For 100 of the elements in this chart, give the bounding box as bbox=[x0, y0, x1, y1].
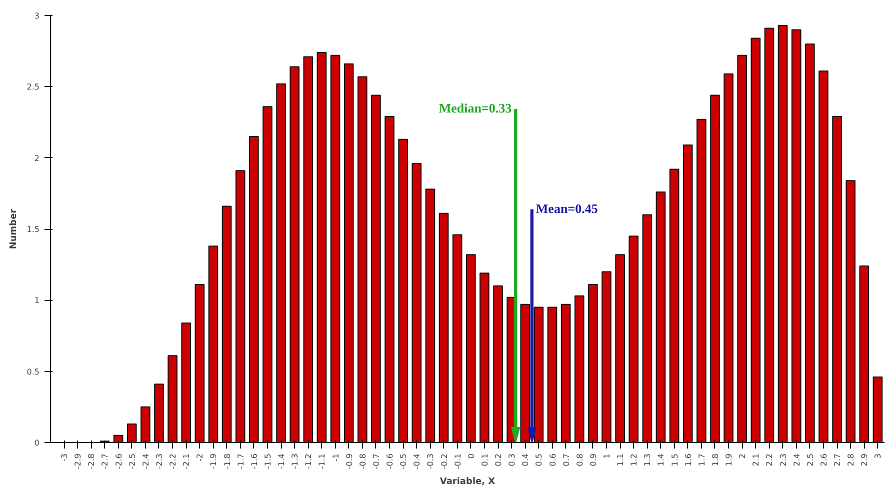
x-tick-label: -2.5 bbox=[128, 454, 137, 470]
x-tick-label: 2.2 bbox=[765, 453, 774, 466]
bar bbox=[249, 136, 259, 442]
x-tick-label: -0.6 bbox=[386, 454, 395, 470]
bar bbox=[493, 285, 503, 442]
bar bbox=[344, 63, 354, 442]
bar bbox=[737, 54, 748, 442]
bar bbox=[371, 94, 381, 442]
bar bbox=[466, 254, 476, 442]
bar bbox=[398, 138, 408, 442]
x-tick-label: 0.5 bbox=[534, 453, 544, 466]
x-tick-label: 1.6 bbox=[684, 453, 693, 466]
x-tick-label: 0.7 bbox=[562, 453, 571, 466]
x-tick-label: -1 bbox=[331, 453, 340, 462]
y-tick-label: 2.5 bbox=[26, 82, 40, 92]
x-tick-label: 1 bbox=[602, 453, 612, 459]
bar bbox=[384, 116, 394, 442]
x-tick-label: 1.9 bbox=[724, 453, 734, 466]
x-tick-label: -2.6 bbox=[114, 454, 124, 470]
x-tick-label: -0.3 bbox=[426, 454, 436, 470]
bar bbox=[316, 52, 327, 442]
bar bbox=[872, 376, 883, 442]
y-tick-label: 0.5 bbox=[26, 367, 40, 376]
bar bbox=[656, 191, 666, 442]
y-tick-label: 0 bbox=[34, 438, 40, 448]
bar bbox=[290, 66, 300, 442]
y-tick-label: 1 bbox=[34, 296, 40, 306]
bar bbox=[412, 163, 422, 442]
bar bbox=[534, 306, 544, 442]
x-tick-label: 2.3 bbox=[778, 453, 788, 466]
x-tick-label: -1.2 bbox=[304, 454, 314, 470]
bar bbox=[724, 73, 734, 442]
ref-line-label: Mean=0.45 bbox=[536, 200, 598, 216]
bar bbox=[642, 214, 652, 442]
x-tick-label: -0.8 bbox=[358, 454, 368, 470]
x-tick-label: -1.3 bbox=[290, 454, 300, 470]
x-tick-label: -2.9 bbox=[74, 454, 83, 470]
x-tick-label: 2.4 bbox=[792, 453, 802, 466]
x-tick-label: -1.5 bbox=[263, 454, 272, 470]
bar bbox=[168, 355, 178, 442]
bar bbox=[547, 306, 558, 442]
bar bbox=[832, 116, 842, 442]
x-tick-label: -2.3 bbox=[154, 454, 164, 470]
bar bbox=[846, 180, 856, 442]
x-tick-label: 2.6 bbox=[819, 453, 828, 466]
x-tick-label: -2.1 bbox=[182, 454, 192, 470]
x-tick-label: -0.9 bbox=[344, 454, 354, 470]
x-tick-label: 2 bbox=[738, 453, 748, 459]
x-tick-label: -3 bbox=[60, 453, 70, 462]
x-tick-label: 0.6 bbox=[548, 453, 558, 466]
bar bbox=[126, 423, 137, 442]
x-tick-label: -0.7 bbox=[372, 454, 381, 470]
bar bbox=[480, 272, 490, 442]
x-axis-title: Variable, X bbox=[440, 477, 496, 488]
x-tick-label: 0.3 bbox=[508, 453, 517, 466]
x-tick-label: -1.4 bbox=[277, 454, 286, 470]
x-tick-label: 2.9 bbox=[860, 453, 870, 466]
x-tick-label: 0.1 bbox=[480, 453, 490, 466]
bar bbox=[710, 94, 720, 442]
y-tick-label: 2 bbox=[34, 154, 40, 163]
x-tick-label: 2.1 bbox=[752, 453, 761, 466]
x-tick-label: -2.4 bbox=[141, 454, 150, 470]
bar bbox=[859, 266, 870, 442]
x-tick-label: -0.5 bbox=[399, 454, 408, 470]
x-tick-label: 0.8 bbox=[575, 453, 584, 466]
x-tick-label: -1.7 bbox=[236, 454, 246, 470]
bar bbox=[330, 54, 340, 442]
bar bbox=[682, 144, 693, 442]
bar bbox=[764, 28, 774, 442]
x-tick-label: 0.4 bbox=[521, 453, 530, 466]
bar bbox=[778, 24, 788, 442]
bar bbox=[560, 304, 571, 442]
x-tick-label: 0.9 bbox=[588, 453, 598, 466]
x-tick-label: 3 bbox=[874, 453, 883, 459]
bar bbox=[602, 271, 612, 442]
bar bbox=[615, 254, 625, 442]
y-tick-label: 1.5 bbox=[26, 225, 40, 234]
bar bbox=[696, 118, 706, 442]
bar bbox=[194, 284, 205, 442]
x-tick-label: 1.7 bbox=[697, 453, 706, 466]
bar bbox=[669, 168, 680, 442]
bar bbox=[805, 43, 815, 442]
x-tick-label: -0.4 bbox=[412, 454, 422, 470]
x-tick-label: 1.4 bbox=[656, 453, 666, 466]
x-tick-label: -0.2 bbox=[440, 454, 449, 470]
x-tick-label: 1.2 bbox=[630, 453, 639, 466]
x-tick-label: -1.6 bbox=[250, 454, 259, 470]
bar bbox=[628, 236, 639, 442]
bar bbox=[208, 246, 218, 442]
bar bbox=[140, 406, 150, 442]
bar bbox=[357, 76, 368, 442]
bar bbox=[276, 83, 286, 442]
x-tick-label: -2.8 bbox=[87, 454, 96, 470]
bar bbox=[154, 384, 164, 442]
bar bbox=[750, 38, 761, 442]
x-tick-label: -1.1 bbox=[318, 454, 327, 470]
x-tick-label: -2.7 bbox=[100, 454, 110, 470]
x-tick-label: -1.9 bbox=[209, 454, 218, 470]
x-tick-label: -2 bbox=[196, 453, 205, 462]
x-tick-label: 1.3 bbox=[643, 453, 652, 466]
